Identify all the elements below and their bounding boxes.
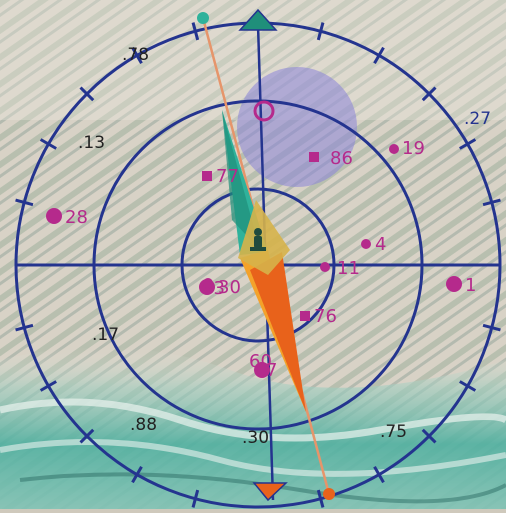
needle-south-dark — [250, 252, 306, 412]
marker-30[interactable]: 30 — [203, 277, 241, 298]
circle-marker-icon — [389, 144, 399, 154]
ring-label-27: .27 — [464, 109, 491, 129]
ring-label-17: .17 — [92, 325, 119, 345]
circle-marker-icon — [255, 362, 269, 376]
square-marker-icon — [300, 311, 310, 321]
marker-label: 76 — [314, 306, 337, 327]
ring-label-13: .13 — [78, 133, 105, 153]
marker-label: 30 — [218, 277, 241, 298]
ring-tick — [79, 86, 95, 102]
ring-label-75: .75 — [380, 422, 407, 442]
compass-needle[interactable] — [197, 12, 335, 500]
ring-tick — [191, 22, 200, 41]
marker-4[interactable]: 4 — [361, 234, 386, 255]
marker-11[interactable]: 11 — [320, 258, 360, 279]
marker-label: 86 — [330, 148, 353, 169]
south-triangle-icon[interactable] — [252, 482, 288, 502]
ring-target-icon[interactable] — [253, 100, 275, 122]
square-marker-icon — [202, 171, 212, 181]
ring-label-30: .30 — [242, 428, 269, 448]
ring-labels: .78 .27 .13 .17 .88 .30 .75 — [78, 45, 491, 448]
highlight-disc — [237, 67, 357, 187]
marker-label: 19 — [402, 138, 425, 159]
ring-tick — [131, 46, 143, 64]
marker-1[interactable]: 1 — [446, 275, 476, 296]
ring-tick — [191, 489, 200, 508]
ring-tick — [482, 323, 501, 332]
marker-19[interactable]: 19 — [389, 138, 425, 159]
marker-77[interactable]: 77 — [202, 166, 239, 187]
statuette-icon — [250, 228, 266, 251]
square-marker-icon — [309, 152, 319, 162]
marker-7[interactable]: 7 — [255, 360, 277, 381]
circle-marker-icon — [320, 262, 330, 272]
marker-label: 77 — [216, 166, 239, 187]
ring-tick — [459, 380, 477, 392]
radar-grid — [14, 21, 502, 509]
circle-marker-icon — [446, 276, 462, 292]
ring-tick — [79, 428, 95, 444]
needle-south-light — [240, 250, 306, 412]
ring-tick — [421, 86, 437, 102]
marker-86[interactable]: 86 — [309, 148, 353, 169]
needle-north-tip — [197, 12, 209, 24]
marker-label: 11 — [337, 258, 360, 279]
ring-label-88: .88 — [130, 415, 157, 435]
ring-tick — [316, 22, 325, 41]
ring-tick — [459, 138, 477, 150]
ring-tick — [15, 323, 34, 332]
needle-hub — [238, 200, 290, 275]
circle-marker-icon — [46, 208, 62, 224]
circle-marker-icon — [203, 278, 213, 288]
marker-label: 4 — [375, 234, 386, 255]
needle-south-tip — [323, 488, 335, 500]
circle-marker-icon — [361, 239, 371, 249]
marker-label: 7 — [266, 360, 277, 381]
needle-north-dark — [222, 110, 260, 250]
ring-tick — [131, 466, 143, 484]
north-triangle-icon[interactable] — [238, 8, 278, 31]
ring-tick — [482, 198, 501, 207]
ring-tick — [15, 198, 34, 207]
ring-ticks — [15, 22, 501, 508]
ring-tick — [421, 428, 437, 444]
ring-tick — [373, 46, 385, 64]
marker-76[interactable]: 76 — [300, 306, 337, 327]
ring-label-78: .78 — [122, 45, 149, 65]
marker-label: 28 — [65, 207, 88, 228]
marker-label: 1 — [465, 275, 476, 296]
ring-tick — [39, 138, 57, 150]
ring-tick — [39, 380, 57, 392]
ring-tick — [316, 489, 325, 508]
ring-tick — [373, 466, 385, 484]
marker-28[interactable]: 28 — [46, 207, 88, 228]
